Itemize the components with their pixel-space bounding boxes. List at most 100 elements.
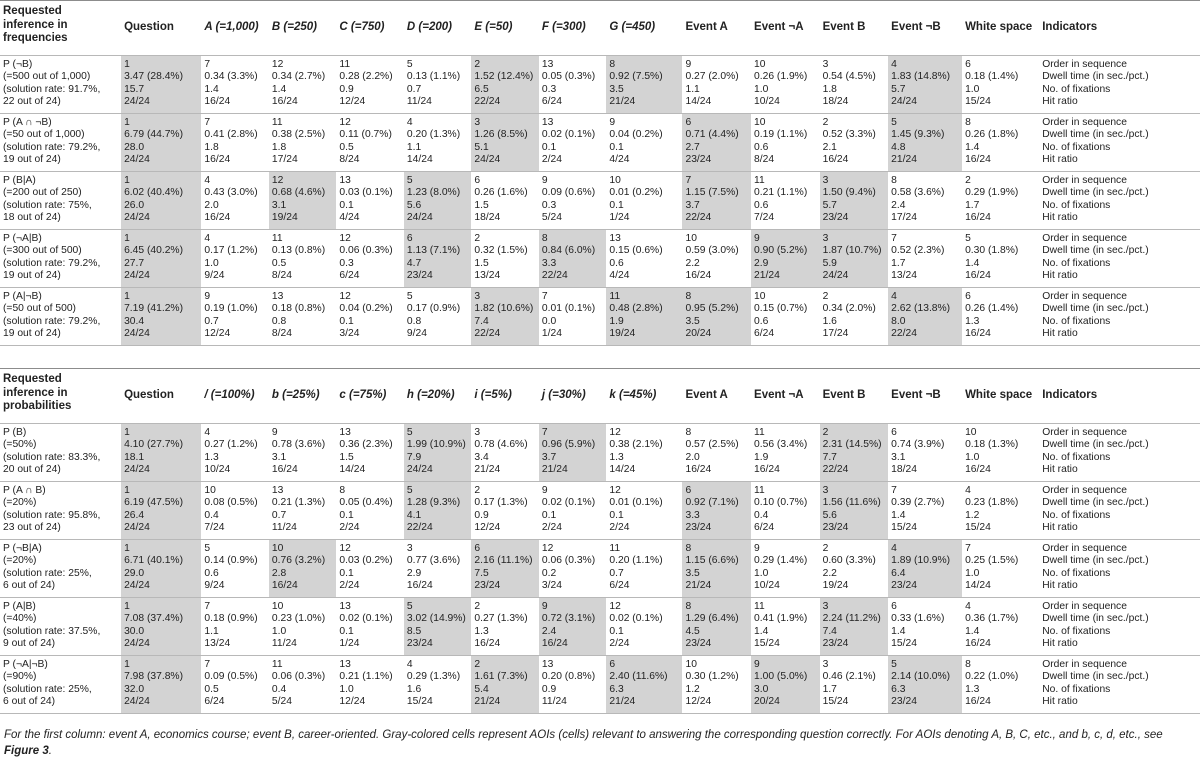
dwell-value: 2.16 (11.1%) — [474, 555, 533, 566]
order-value: 6 — [474, 174, 481, 186]
order-value: 4 — [204, 426, 211, 438]
fixation-value: 0.6 — [754, 199, 769, 211]
order-value: 2 — [474, 484, 481, 496]
hit-ratio-value: 21/24 — [609, 696, 636, 707]
dwell-value: 2.62 (13.8%) — [891, 303, 951, 314]
fixation-value: 1.5 — [474, 199, 489, 211]
dwell-value: 0.13 (1.1%) — [406, 71, 461, 82]
aoi-cell: 9 0.90 (5.2%) 2.9 21/24 — [751, 229, 820, 288]
column-header: k (=45%) — [606, 369, 683, 424]
fixation-value: 2.0 — [204, 199, 219, 211]
order-value: 10 — [965, 426, 977, 438]
fixation-value: 1.0 — [965, 83, 980, 95]
indicators-cell: Order in sequence Dwell time (in sec./pct… — [1039, 229, 1200, 288]
aoi-cell: 1 3.47 (28.4%) 15.7 24/24 — [121, 55, 202, 114]
aoi-cell: 12 0.11 (0.7%) 0.5 8/24 — [336, 113, 404, 172]
hit-ratio-value: 13/24 — [474, 270, 501, 281]
inference-detail: (=300 out of 500) — [3, 245, 82, 256]
fixation-value: 4.7 — [406, 257, 422, 269]
indicator-label: Hit ratio — [1042, 328, 1078, 339]
fixation-value: 2.8 — [271, 567, 287, 579]
hit-ratio-value: 24/24 — [891, 96, 917, 107]
dwell-value: 0.43 (3.0%) — [204, 187, 258, 198]
fixation-value: 6.5 — [474, 83, 489, 95]
column-header: b (=25%) — [268, 369, 337, 424]
dwell-value: 1.13 (7.1%) — [406, 245, 461, 256]
inference-detail: 9 out of 24) — [3, 638, 56, 649]
dwell-value: 1.15 (7.5%) — [685, 187, 739, 198]
fixation-value: 5.7 — [822, 199, 837, 211]
fixation-value: 1.1 — [204, 625, 219, 637]
aoi-cell: 9 0.29 (1.4%) 1.0 10/24 — [751, 539, 820, 598]
dwell-value: 2.24 (11.2%) — [822, 613, 881, 624]
hit-ratio-value: 10/24 — [754, 96, 780, 107]
fixation-value: 1.3 — [204, 451, 219, 463]
order-value: 2 — [822, 116, 829, 128]
aoi-cell: 10 0.19 (1.1%) 0.6 8/24 — [751, 113, 820, 172]
fixation-value: 2.2 — [822, 567, 837, 579]
order-value: 13 — [271, 484, 284, 496]
hit-ratio-value: 16/24 — [965, 638, 991, 649]
order-value: 13 — [339, 600, 351, 612]
dwell-value: 0.57 (2.5%) — [685, 439, 739, 450]
aoi-cell: 9 0.09 (0.6%) 0.3 5/24 — [538, 171, 607, 230]
dwell-value: 1.23 (8.0%) — [406, 187, 461, 198]
fixation-value: 2.9 — [406, 567, 422, 579]
order-value: 7 — [685, 174, 692, 186]
indicators-cell: Order in sequence Dwell time (in sec./pct… — [1039, 423, 1200, 482]
order-value: 3 — [474, 426, 481, 438]
fixation-value: 0.8 — [271, 315, 287, 327]
order-value: 5 — [965, 232, 971, 244]
order-value: 13 — [339, 426, 351, 438]
fixation-value: 26.4 — [124, 509, 145, 521]
aoi-cell: 4 0.27 (1.2%) 1.3 10/24 — [201, 423, 269, 482]
order-value: 12 — [271, 58, 284, 70]
indicators-cell: Order in sequence Dwell time (in sec./pct… — [1039, 597, 1200, 656]
order-value: 8 — [609, 58, 616, 70]
dwell-value: 1.82 (10.6%) — [474, 303, 534, 314]
order-value: 4 — [891, 542, 897, 554]
hit-ratio-value: 21/24 — [609, 96, 636, 107]
inference-detail: (solution rate: 95.8%, — [3, 509, 101, 521]
aoi-cell: 11 0.56 (3.4%) 1.9 16/24 — [751, 423, 820, 482]
order-value: 10 — [271, 600, 284, 612]
fixation-value: 0.1 — [609, 625, 624, 637]
hit-ratio-value: 23/24 — [406, 638, 433, 649]
column-header: Event ¬A — [751, 369, 820, 424]
aoi-cell: 3 1.56 (11.6%) 5.6 23/24 — [819, 481, 889, 540]
order-value: 12 — [339, 290, 351, 302]
order-value: 8 — [965, 658, 971, 670]
fixation-value: 26.0 — [124, 199, 145, 211]
inference-detail: (solution rate: 83.3%, — [3, 451, 101, 463]
indicator-label: Dwell time (in sec./pct.) — [1042, 71, 1149, 82]
hit-ratio-value: 23/24 — [822, 522, 849, 533]
aoi-cell: 6 0.92 (7.1%) 3.3 23/24 — [682, 481, 752, 540]
aoi-cell: 7 0.34 (3.3%) 1.4 16/24 — [201, 55, 269, 114]
column-header: Event ¬B — [888, 1, 963, 56]
inference-detail: 19 out of 24) — [3, 154, 61, 165]
aoi-cell: 4 1.83 (14.8%) 5.7 24/24 — [888, 55, 963, 114]
order-value: 13 — [541, 116, 554, 128]
indicator-label: Hit ratio — [1042, 270, 1078, 281]
hit-ratio-value: 16/24 — [271, 464, 298, 475]
top-rule — [0, 0, 1200, 1]
fixation-value: 7.4 — [822, 625, 837, 637]
requested-inference-cell: P (¬A|B) (=300 out of 500) (solution rate:… — [0, 229, 122, 288]
hit-ratio-value: 2/24 — [541, 522, 562, 533]
hit-ratio-value: 21/24 — [685, 580, 712, 591]
dwell-value: 0.03 (0.2%) — [339, 555, 393, 566]
order-value: 11 — [754, 426, 765, 438]
inference-detail: (=50%) — [3, 439, 37, 450]
inference-detail: (solution rate: 25%, — [3, 683, 92, 695]
inference-expression: P (A ∩ ¬B) — [3, 116, 52, 128]
aoi-cell: 13 0.21 (1.3%) 0.7 11/24 — [268, 481, 337, 540]
hit-ratio-value: 4/24 — [609, 270, 630, 281]
order-value: 4 — [891, 58, 897, 70]
order-value: 3 — [474, 290, 481, 302]
fixation-value: 1.8 — [822, 83, 837, 95]
aoi-cell: 3 1.82 (10.6%) 7.4 22/24 — [471, 287, 539, 346]
fixation-value: 7.5 — [474, 567, 489, 579]
inference-detail: (=50 out of 1,000) — [3, 129, 85, 140]
hit-ratio-value: 8/24 — [754, 154, 775, 165]
aoi-cell: 8 0.05 (0.4%) 0.1 2/24 — [336, 481, 404, 540]
